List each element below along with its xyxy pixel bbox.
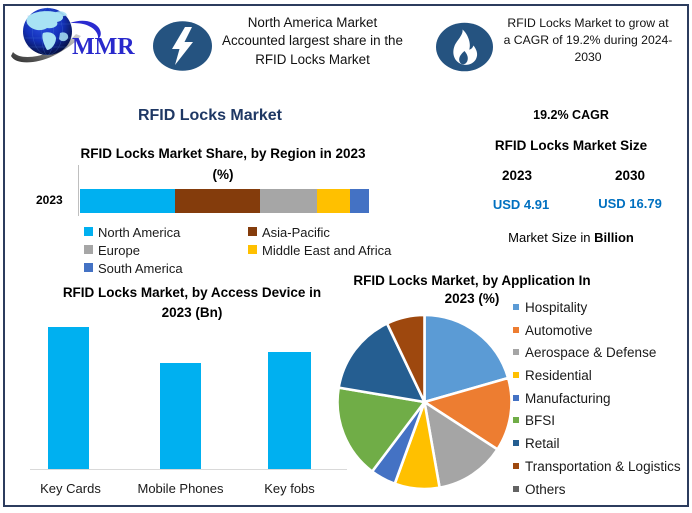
- svg-text:MMR: MMR: [72, 34, 135, 60]
